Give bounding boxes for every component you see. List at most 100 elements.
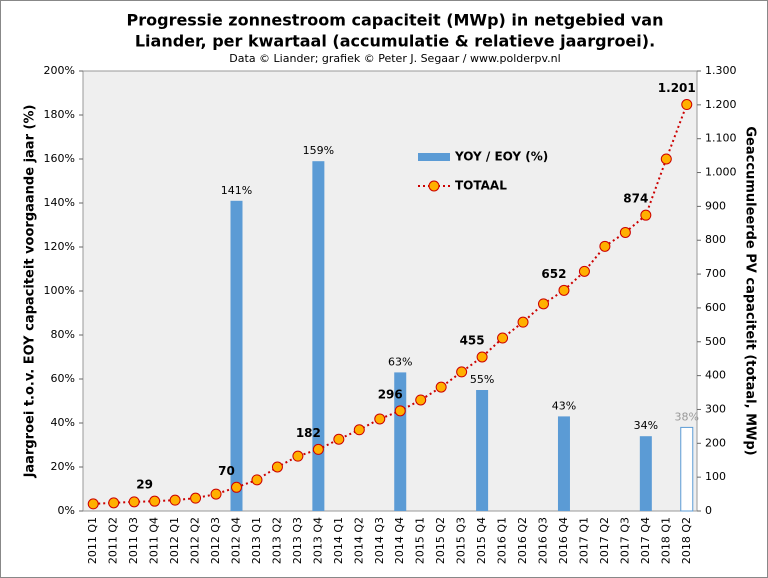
x-tick-label: 2013 Q1 <box>250 517 263 564</box>
line-value-label: 29 <box>136 478 153 492</box>
y-tick-label: 40% <box>51 416 75 429</box>
x-tick-label: 2011 Q2 <box>107 517 120 564</box>
line-marker <box>578 265 590 277</box>
line-marker <box>394 405 406 417</box>
x-tick-label: 2014 Q4 <box>393 517 406 564</box>
chart-title: Liander, per kwartaal (accumulatie & rel… <box>135 32 655 51</box>
x-tick-label: 2016 Q4 <box>557 517 570 564</box>
line-marker <box>292 450 304 462</box>
x-tick-label: 2017 Q4 <box>639 517 652 564</box>
chart-title: Progressie zonnestroom capaciteit (MWp) … <box>127 11 664 30</box>
x-tick-label: 2018 Q2 <box>680 517 693 564</box>
y2-tick-label: 600 <box>705 301 726 314</box>
line-marker <box>128 496 140 508</box>
y-tick-label: 100% <box>44 284 75 297</box>
y-tick-label: 140% <box>44 196 75 209</box>
x-tick-label: 2015 Q3 <box>455 517 468 564</box>
line-marker <box>476 351 488 363</box>
y2-tick-label: 800 <box>705 233 726 246</box>
x-tick-label: 2016 Q1 <box>496 517 509 564</box>
line-marker <box>333 433 345 445</box>
y2-tick-label: 400 <box>705 369 726 382</box>
y-tick-label: 200% <box>44 64 75 77</box>
bar-value-label: 63% <box>388 355 412 368</box>
x-tick-label: 2014 Q1 <box>332 517 345 564</box>
line-marker <box>456 366 468 378</box>
y2-tick-label: 0 <box>705 504 712 517</box>
x-tick-label: 2017 Q1 <box>577 517 590 564</box>
line-marker <box>231 481 242 493</box>
line-marker <box>681 99 693 111</box>
y-tick-label: 160% <box>44 152 75 165</box>
legend-swatch <box>418 153 450 161</box>
line-marker <box>415 394 427 406</box>
x-tick-label: 2012 Q2 <box>189 517 202 564</box>
x-tick-label: 2015 Q4 <box>475 517 488 564</box>
bar-value-label: 55% <box>470 373 494 386</box>
bar-value-label: 159% <box>303 144 334 157</box>
line-marker <box>210 488 222 500</box>
bar-value-label: 38% <box>675 410 699 423</box>
y2-tick-label: 1.200 <box>705 98 737 111</box>
legend-label: TOTAAL <box>455 179 507 193</box>
line-value-label: 296 <box>378 387 403 401</box>
line-value-label: 70 <box>218 464 235 478</box>
x-tick-label: 2012 Q4 <box>230 517 243 564</box>
bar <box>639 436 652 511</box>
y2-tick-label: 1.000 <box>705 166 737 179</box>
line-marker <box>435 381 447 393</box>
line-marker <box>108 497 120 509</box>
line-marker <box>538 298 549 310</box>
x-tick-label: 2017 Q3 <box>618 517 631 564</box>
x-tick-label: 2011 Q1 <box>86 517 99 564</box>
x-tick-label: 2011 Q4 <box>148 517 161 564</box>
line-value-label: 455 <box>460 334 485 348</box>
y2-tick-label: 700 <box>705 267 726 280</box>
y-tick-label: 20% <box>51 460 75 473</box>
bar <box>680 426 694 512</box>
y2-axis-title: Geaccumuleerde PV capaciteit (totaal, MW… <box>743 126 758 455</box>
y-tick-label: 80% <box>51 328 75 341</box>
line-marker <box>660 153 672 165</box>
y-tick-label: 60% <box>51 372 75 385</box>
x-tick-label: 2014 Q3 <box>373 517 386 564</box>
x-tick-label: 2014 Q2 <box>352 517 365 564</box>
line-marker <box>599 240 611 252</box>
legend-label: YOY / EOY (%) <box>454 150 548 164</box>
y-axis-title: Jaargroei t.o.v. EOY capaciteit voorgaan… <box>23 105 38 479</box>
line-marker <box>374 413 386 425</box>
bar <box>312 161 325 511</box>
x-tick-label: 2012 Q3 <box>209 517 222 564</box>
plot-area <box>82 70 698 512</box>
legend-marker <box>428 180 440 192</box>
line-marker <box>640 209 652 221</box>
y2-tick-label: 200 <box>705 436 726 449</box>
line-marker <box>312 443 324 455</box>
line-marker <box>619 226 631 238</box>
y2-tick-label: 900 <box>705 199 726 212</box>
y-tick-label: 0% <box>58 504 75 517</box>
line-value-label: 1.201 <box>658 81 696 95</box>
bar-value-label: 43% <box>552 399 576 412</box>
line-value-label: 652 <box>541 267 566 281</box>
x-tick-label: 2015 Q2 <box>434 517 447 564</box>
bar <box>230 200 243 512</box>
x-tick-label: 2013 Q2 <box>270 517 283 564</box>
y2-tick-label: 1.100 <box>705 132 737 145</box>
x-tick-label: 2016 Q3 <box>537 517 550 564</box>
line <box>93 104 688 505</box>
line-value-label: 182 <box>296 426 321 440</box>
line-marker <box>169 494 181 506</box>
x-tick-label: 2013 Q3 <box>291 517 304 564</box>
y-tick-label: 120% <box>44 240 75 253</box>
line-marker <box>271 461 283 473</box>
chart-subtitle: Data © Liander; grafiek © Peter J. Segaa… <box>229 52 560 65</box>
y2-tick-label: 500 <box>705 335 726 348</box>
line-marker <box>353 424 365 436</box>
line-marker <box>87 498 99 510</box>
line-marker <box>190 492 202 504</box>
bar <box>476 390 489 511</box>
line-marker <box>517 316 529 328</box>
line-marker <box>558 284 570 296</box>
